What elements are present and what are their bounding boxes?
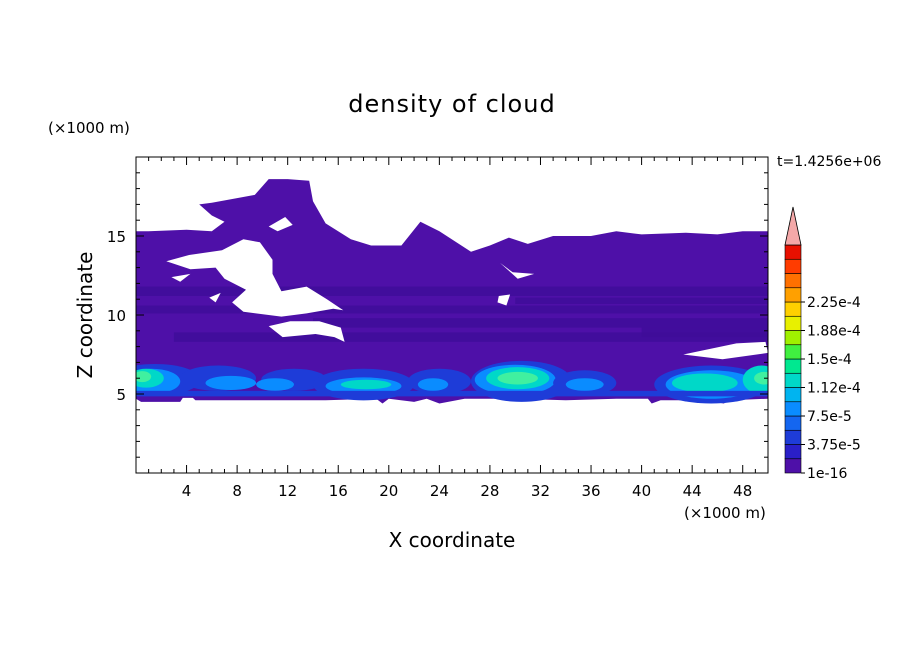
chart-title: density of cloud [348, 90, 555, 118]
x-tick-label: 40 [632, 482, 651, 500]
density-contour [205, 375, 257, 391]
x-axis-label: X coordinate [389, 528, 516, 552]
x-axis: 4 8 12 16 20 24 28 32 36 40 44 48 [135, 157, 769, 500]
colorbar-swatch [784, 258, 802, 274]
x-tick-label: 8 [232, 482, 242, 500]
x-tick-label: 16 [329, 482, 348, 500]
density-contour [497, 371, 538, 385]
clear-sky-gap [171, 273, 191, 282]
colorbar-swatch [784, 444, 802, 460]
x-tick-label: 32 [531, 482, 550, 500]
density-contour [417, 378, 449, 391]
density-contour [754, 371, 768, 385]
colorbar-swatch [784, 372, 802, 388]
density-contour [340, 379, 392, 390]
colorbar-swatch [784, 358, 802, 374]
density-contour [136, 371, 152, 383]
clear-sky-gap [497, 294, 511, 306]
colorbar: 1e-16 3.75e-5 7.5e-5 1.12e-4 1.5e-4 1.88e-4 2.… [784, 206, 861, 482]
colorbar-swatch [784, 401, 802, 417]
x-tick-label: 12 [278, 482, 297, 500]
colorbar-swatch [784, 415, 802, 431]
colorbar-swatch [784, 301, 802, 317]
cloud-density-field [136, 179, 768, 404]
y-unit-label: (×1000 m) [48, 119, 130, 137]
density-contour [671, 373, 738, 393]
x-tick-label: 20 [379, 482, 398, 500]
x-tick-label: 44 [683, 482, 702, 500]
density-contour [256, 378, 294, 391]
time-label: t=1.4256e+06 [777, 154, 881, 170]
colorbar-label: 3.75e-5 [807, 438, 861, 454]
x-tick-label: 36 [581, 482, 600, 500]
colorbar-swatch [784, 273, 802, 289]
colorbar-swatch [784, 315, 802, 331]
colorbar-swatch [784, 344, 802, 360]
colorbar-swatch [784, 287, 802, 303]
clear-sky-gap [268, 321, 345, 342]
y-tick-label: 5 [116, 386, 126, 404]
colorbar-swatch [784, 458, 802, 474]
x-tick-label: 28 [480, 482, 499, 500]
colorbar-label: 1e-16 [807, 466, 847, 482]
x-tick-label: 4 [182, 482, 192, 500]
x-unit-label: (×1000 m) [684, 504, 766, 522]
x-tick-label: 48 [733, 482, 752, 500]
colorbar-label: 1.88e-4 [807, 324, 861, 340]
clear-sky-gap [209, 292, 221, 303]
colorbar-label: 7.5e-5 [807, 409, 852, 425]
clear-sky-gap [166, 239, 344, 317]
colorbar-swatch [784, 387, 802, 403]
y-axis-label: Z coordinate [73, 252, 97, 379]
colorbar-extend-arrow [784, 206, 802, 246]
colorbar-swatch [784, 244, 802, 260]
density-contour [565, 378, 604, 391]
colorbar-label: 2.25e-4 [807, 295, 861, 311]
x-tick-label: 24 [430, 482, 449, 500]
clear-sky-gap [268, 217, 293, 232]
colorbar-label: 1.5e-4 [807, 352, 852, 368]
colorbar-swatch [784, 429, 802, 445]
colorbar-label: 1.12e-4 [807, 381, 861, 397]
colorbar-swatch [784, 330, 802, 346]
y-axis: 5 10 15 [107, 156, 768, 474]
clear-sky-gap [683, 341, 768, 360]
clear-sky-gap [500, 262, 535, 279]
y-tick-label: 10 [107, 307, 126, 325]
y-tick-label: 15 [107, 228, 126, 246]
density-contour [136, 390, 768, 397]
